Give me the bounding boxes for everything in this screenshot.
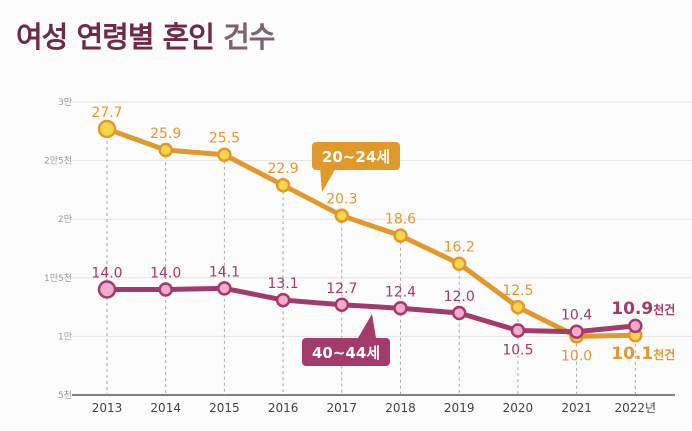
data-label: 13.1: [268, 276, 299, 292]
data-point: [275, 177, 291, 193]
x-tick-label: 2013: [92, 401, 123, 415]
data-point: [97, 280, 117, 299]
data-label: 18.6: [385, 212, 416, 228]
data-point: [275, 292, 291, 308]
data-point: [97, 119, 117, 139]
data-point: [510, 323, 526, 338]
data-point: [569, 324, 584, 339]
data-label: 14.0: [91, 266, 122, 282]
data-point: [217, 147, 232, 162]
y-tick-label: 1만: [58, 331, 72, 342]
data-point: [451, 305, 467, 321]
series-label-box: [302, 338, 390, 366]
x-tick-label: 2015: [209, 401, 240, 415]
data-point: [334, 208, 350, 223]
series-line-1: [107, 285, 636, 335]
data-label: 25.5: [209, 131, 240, 147]
data-label: 10.9천건: [611, 299, 675, 319]
x-tick-label: 2020: [503, 401, 534, 415]
series-label: 40~44세: [312, 344, 380, 362]
x-tick-label: 2022년: [615, 401, 657, 415]
data-point: [451, 256, 467, 271]
data-label: 20.3: [326, 192, 357, 208]
data-label: 12.0: [444, 289, 475, 305]
chart-title: 여성 연령별 혼인 건수: [16, 14, 275, 56]
data-label: 27.7: [91, 105, 122, 121]
y-tick-label: 5천: [58, 390, 72, 401]
data-label: 10.0: [561, 348, 592, 364]
title-sub: 건수: [223, 20, 275, 54]
data-label: 12.7: [326, 281, 357, 297]
data-point: [510, 299, 526, 315]
series-label: 20~24세: [322, 148, 390, 166]
unit-label: 천건: [653, 302, 675, 317]
title-main: 여성 연령별 혼인: [16, 20, 215, 54]
data-point: [334, 297, 350, 313]
data-label: 25.9: [150, 126, 181, 142]
data-label: 12.5: [502, 283, 533, 299]
x-tick-label: 2017: [327, 401, 358, 415]
data-point: [158, 142, 173, 158]
data-point: [393, 228, 408, 243]
y-tick-label: 1만5천: [44, 273, 72, 284]
y-tick-label: 2만5천: [44, 156, 72, 167]
data-label: 16.2: [444, 240, 475, 256]
data-label: 14.0: [150, 266, 181, 282]
y-tick-label: 3만: [58, 97, 72, 108]
x-tick-label: 2021: [561, 401, 592, 415]
y-tick-label: 2만: [58, 214, 72, 225]
callout-pointer: [320, 168, 336, 192]
unit-label: 천건: [653, 347, 675, 362]
data-point: [217, 281, 232, 296]
series-label-box: [312, 142, 400, 170]
data-point: [393, 301, 408, 316]
data-point: [158, 282, 173, 297]
data-point: [628, 318, 643, 334]
series-line-0: [106, 126, 636, 339]
x-tick-label: 2018: [385, 401, 416, 415]
data-label: 22.9: [268, 161, 299, 177]
callout-pointer: [358, 314, 376, 338]
data-label: 10.4: [561, 308, 592, 324]
data-label: 10.1천건: [611, 344, 675, 364]
data-label: 14.1: [209, 264, 240, 280]
data-label: 10.5: [502, 343, 533, 359]
x-tick-label: 2014: [150, 401, 181, 415]
data-label: 12.4: [385, 284, 416, 300]
x-tick-label: 2016: [268, 401, 299, 415]
x-tick-label: 2019: [444, 401, 475, 415]
